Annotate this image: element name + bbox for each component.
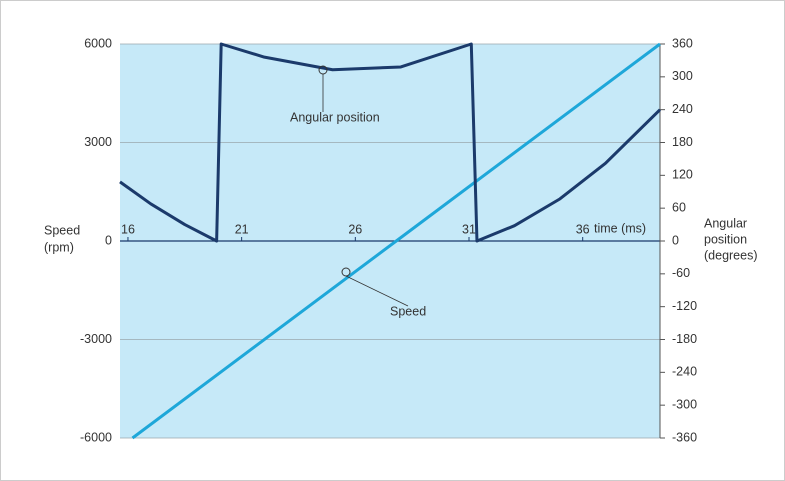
x-tick-label: 21	[235, 222, 249, 236]
y2-axis-label: position	[704, 232, 747, 246]
callout-line	[345, 275, 409, 307]
y-axis-label: (rpm)	[44, 240, 74, 254]
x-tick-label: 36	[576, 222, 590, 236]
y-tick-label: 6000	[84, 36, 112, 50]
x-axis-label: time (ms)	[594, 221, 646, 235]
x-tick-label: 26	[348, 222, 362, 236]
y2-tick-label: 300	[672, 69, 693, 83]
y2-tick-label: 180	[672, 135, 693, 149]
x-tick-label: 16	[121, 222, 135, 236]
y2-tick-label: -300	[672, 397, 697, 411]
series-label: Angular position	[290, 110, 380, 124]
y2-axis-label: Angular	[704, 216, 747, 230]
x-tick-label: 31	[462, 222, 476, 236]
series-line	[131, 42, 661, 440]
y2-tick-label: -180	[672, 332, 697, 346]
callout-marker	[318, 65, 328, 75]
series-label: Speed	[390, 304, 426, 318]
series-line	[119, 42, 662, 243]
y2-tick-label: -360	[672, 430, 697, 444]
y-tick-label: -6000	[80, 430, 112, 444]
y2-tick-label: -120	[672, 299, 697, 313]
y2-tick-label: 0	[672, 233, 679, 247]
y-tick-label: -3000	[80, 332, 112, 346]
y2-axis-label: (degrees)	[704, 248, 758, 262]
y-axis-label: Speed	[44, 223, 80, 237]
y2-tick-label: 360	[672, 36, 693, 50]
callout-marker	[341, 267, 351, 277]
y2-tick-label: 240	[672, 102, 693, 116]
y2-tick-label: 120	[672, 168, 693, 182]
y2-tick-label: -240	[672, 365, 697, 379]
y-tick-label: 0	[105, 233, 112, 247]
y2-tick-label: -60	[672, 266, 690, 280]
y-tick-label: 3000	[84, 135, 112, 149]
y2-tick-label: 60	[672, 200, 686, 214]
